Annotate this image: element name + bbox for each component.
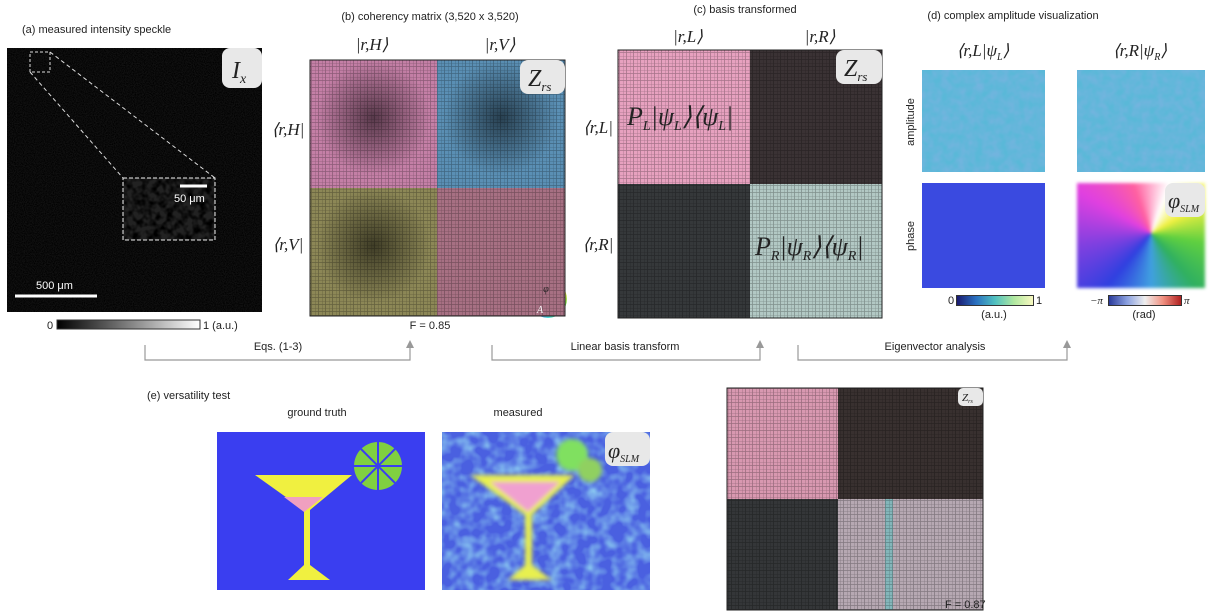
step-label: Linear basis transform: [571, 341, 680, 353]
phase-L: [922, 183, 1045, 288]
colorbar-unit: (rad): [1132, 309, 1155, 321]
row-label: ⟨r,V|: [273, 235, 304, 254]
versatility-matrix: [727, 388, 983, 610]
row-label: ⟨r,L|: [583, 118, 613, 137]
panel-title: (c) basis transformed: [693, 4, 796, 16]
scale-label: 500 μm: [36, 280, 73, 292]
wheel-amplitude: A: [536, 305, 544, 316]
colorbar-max: π: [1184, 295, 1190, 307]
row-label: phase: [905, 221, 917, 251]
colorbar-min: 0: [948, 295, 954, 307]
amplitude-R-texture: [1077, 70, 1205, 172]
row-label: amplitude: [905, 98, 917, 146]
transformed-matrix: [618, 50, 882, 318]
column-label: |r,R⟩: [805, 27, 836, 46]
image-title: ground truth: [287, 407, 346, 419]
image-title: measured: [494, 407, 543, 419]
step-label: Eqs. (1-3): [254, 341, 302, 353]
column-label: |r,L⟩: [673, 27, 703, 46]
inset-speckle: [124, 179, 214, 239]
panel-title: (e) versatility test: [147, 390, 230, 402]
fidelity: F = 0.85: [410, 320, 451, 332]
column-label: ⟨r,R|ψR⟩: [1113, 41, 1167, 63]
row-label: ⟨r,H|: [272, 120, 305, 139]
amplitude-L-texture: [922, 70, 1045, 172]
colorbar-min: −π: [1090, 295, 1103, 307]
panel-title: (a) measured intensity speckle: [22, 24, 171, 36]
coherency-matrix: [310, 60, 565, 316]
wheel-phase: φ: [543, 284, 549, 295]
colorbar-unit: (a.u.): [981, 309, 1007, 321]
colorbar-max: 1: [1036, 295, 1042, 307]
column-label: |r,H⟩: [356, 35, 389, 54]
panel-title: (d) complex amplitude visualization: [927, 10, 1098, 22]
ground-truth-image: [217, 432, 425, 590]
row-label: ⟨r,R|: [583, 235, 614, 254]
colorbar: [57, 320, 200, 329]
colorbar-min: 0: [47, 320, 53, 332]
inset-scale-label: 50 μm: [174, 193, 205, 205]
fidelity: F = 0.87: [945, 599, 986, 611]
step-label: Eigenvector analysis: [885, 341, 986, 353]
panel-title: (b) coherency matrix (3,520 x 3,520): [341, 11, 518, 23]
column-label: |r,V⟩: [485, 35, 516, 54]
colorbar-max: 1 (a.u.): [203, 320, 238, 332]
column-label: ⟨r,L|ψL⟩: [957, 41, 1010, 63]
figure: (a) measured intensity speckle Ix 50 μm …: [0, 0, 1225, 616]
figure-canvas: (a) measured intensity speckle Ix 50 μm …: [0, 0, 1225, 616]
